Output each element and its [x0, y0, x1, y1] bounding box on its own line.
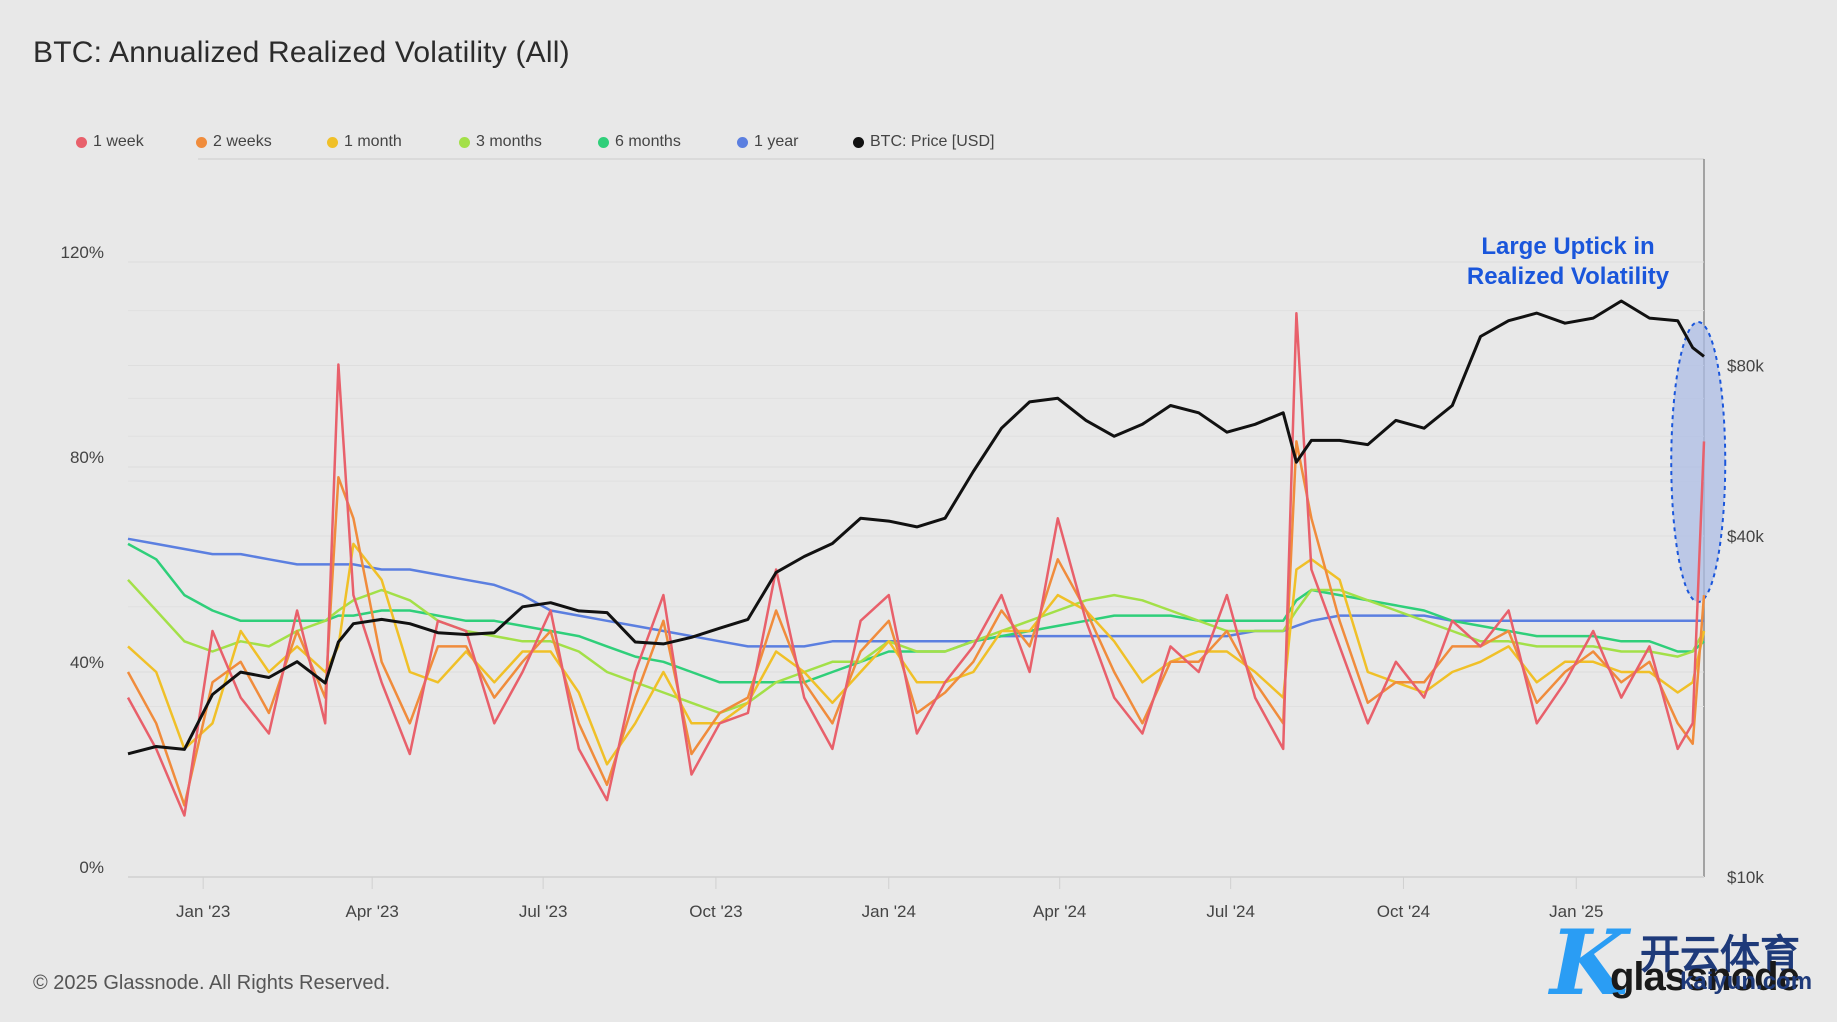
glassnode-logo-text: glassnode — [1610, 955, 1800, 999]
y-tick-label-left: 120% — [61, 243, 104, 262]
legend-item[interactable]: 1 week — [76, 133, 144, 151]
chart-title: BTC: Annualized Realized Volatility (All… — [33, 36, 570, 69]
y-tick-label-right: $40k — [1727, 527, 1764, 546]
legend-dot-icon — [76, 136, 87, 148]
x-tick-label: Apr '23 — [346, 902, 399, 921]
legend-item[interactable]: 2 weeks — [196, 133, 272, 151]
x-axis: Jan '23 Apr '23 Jul '23 Oct '23 Jan '24 Apr '… — [176, 877, 1603, 921]
series-lines — [126, 299, 1706, 817]
x-tick-label: Jan '23 — [176, 902, 230, 921]
legend-label: 1 week — [93, 133, 144, 150]
legend-item[interactable]: BTC: Price [USD] — [853, 133, 994, 151]
annotation-text: Realized Volatility — [1467, 263, 1670, 290]
legend-label: 6 months — [615, 133, 681, 150]
copyright-footer: © 2025 Glassnode. All Rights Reserved. — [33, 972, 391, 994]
x-tick-label: Jul '23 — [519, 902, 568, 921]
legend-label: 3 months — [476, 133, 542, 150]
legend-label: BTC: Price [USD] — [870, 133, 995, 150]
watermark-logo: K 开云体育 glassnode kaiyun.com — [1550, 910, 1830, 1016]
x-tick-label: Oct '24 — [1377, 902, 1430, 921]
annotation-group: Large Uptick in Realized Volatility — [1467, 233, 1670, 290]
series-line-btc-price-usd — [127, 299, 1705, 756]
annotation-text: Large Uptick in — [1481, 233, 1654, 260]
series-line-1-week — [126, 312, 1706, 817]
series-line-3-months — [127, 578, 1706, 715]
y-tick-label-right: $80k — [1727, 357, 1764, 376]
watermark-k-icon: K — [1550, 910, 1629, 1016]
y-tick-label-left: 80% — [70, 448, 104, 467]
legend-dot-icon — [737, 136, 748, 148]
legend-dot-icon — [459, 136, 470, 148]
series-line-2-weeks — [126, 440, 1706, 807]
x-tick-label: Jan '24 — [862, 902, 916, 921]
watermark-cn-text: 开云体育 — [1640, 933, 1800, 977]
x-tick-label: Oct '23 — [689, 902, 742, 921]
legend-dot-icon — [853, 136, 864, 148]
y-axis-right: $10k $40k $80k — [1727, 357, 1764, 888]
y-tick-label-right: $10k — [1727, 868, 1764, 887]
y-axis-left: 0% 40% 80% 120% — [61, 243, 104, 877]
x-tick-label: Apr '24 — [1033, 902, 1086, 921]
series-line-6-months — [127, 542, 1705, 684]
legend-dot-icon — [196, 136, 207, 148]
legend-item[interactable]: 3 months — [459, 133, 542, 151]
x-tick-label: Jan '25 — [1549, 902, 1603, 921]
gridlines — [128, 158, 1727, 878]
legend-item[interactable]: 1 year — [737, 133, 798, 151]
legend-item[interactable]: 6 months — [598, 133, 681, 151]
y-tick-label-left: 0% — [79, 858, 104, 877]
legend-item[interactable]: 1 month — [327, 133, 402, 151]
x-tick-label: Jul '24 — [1206, 902, 1255, 921]
legend-label: 1 year — [754, 133, 799, 150]
series-line-1-month — [127, 542, 1706, 766]
legend-dot-icon — [598, 136, 609, 148]
legend-label: 2 weeks — [213, 133, 272, 150]
legend-dot-icon — [327, 136, 338, 148]
legend-label: 1 month — [344, 133, 402, 150]
y-tick-label-left: 40% — [70, 653, 104, 672]
watermark-url: kaiyun.com — [1680, 968, 1813, 995]
